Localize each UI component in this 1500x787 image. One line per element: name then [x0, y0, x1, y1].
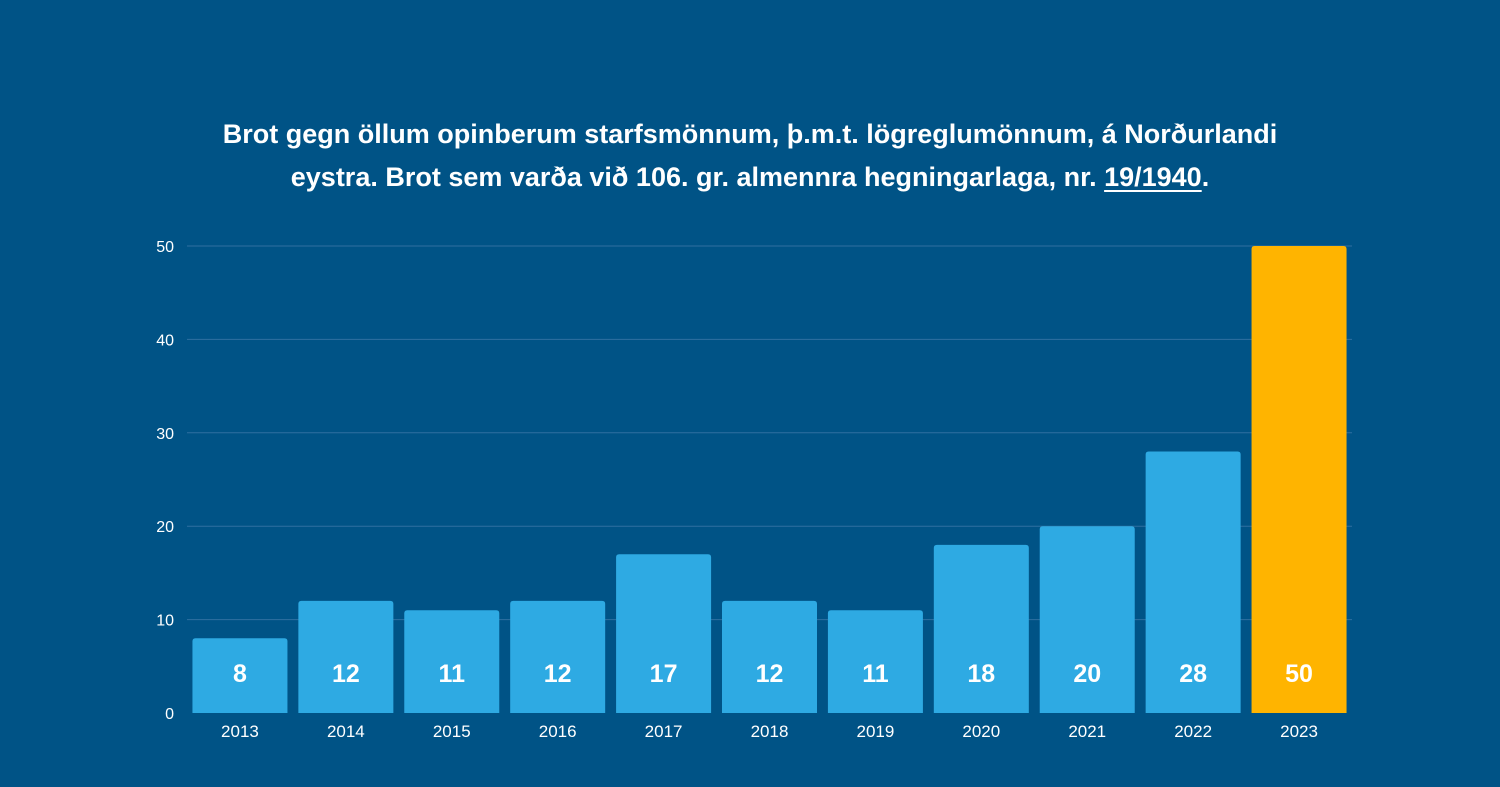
chart-title-line-2: eystra. Brot sem varða við 106. gr. alme… [290, 162, 1105, 192]
bar-2017 [616, 554, 712, 713]
x-tick-label-2019: 2019 [856, 722, 894, 741]
data-label-2018: 12 [756, 660, 784, 688]
x-tick-label-2018: 2018 [751, 722, 789, 741]
x-tick-label-2021: 2021 [1068, 722, 1106, 741]
data-label-2019: 11 [862, 660, 889, 688]
chart-title: Brot gegn öllum opinberum starfsmönnum, … [150, 113, 1350, 199]
x-tick-label-2020: 2020 [962, 722, 1000, 741]
x-tick-label-2013: 2013 [221, 722, 259, 741]
bar-2021 [1039, 526, 1135, 713]
x-tick-label-2014: 2014 [327, 722, 365, 741]
chart-title-line-1: Brot gegn öllum opinberum starfsmönnum, … [222, 119, 1278, 149]
bar-2020 [933, 544, 1029, 713]
bar-2023 [1251, 246, 1347, 713]
x-tick-label-2022: 2022 [1174, 722, 1212, 741]
data-label-2016: 12 [544, 660, 572, 688]
bar-2013 [192, 638, 288, 713]
y-tick-label-0: 0 [165, 706, 174, 723]
bar-2016 [510, 600, 606, 713]
y-tick-label-30: 30 [156, 426, 174, 443]
bar-2022 [1145, 451, 1241, 713]
x-tick-label-2016: 2016 [539, 722, 577, 741]
y-tick-label-20: 20 [156, 519, 174, 536]
data-label-2014: 12 [332, 660, 360, 688]
data-label-2021: 20 [1073, 660, 1101, 688]
data-labels: 8 12 11 12 17 12 11 18 20 28 50 [233, 660, 1313, 688]
y-axis-ticks: 0 10 20 30 40 50 [156, 239, 174, 723]
data-label-2020: 18 [967, 660, 995, 688]
y-tick-label-10: 10 [156, 613, 174, 630]
data-label-2013: 8 [233, 660, 247, 688]
y-tick-label-40: 40 [156, 332, 174, 349]
x-axis-ticks: 2013 2014 2015 2016 2017 2018 2019 2020 2021 2022… [221, 722, 1318, 741]
x-tick-label-2023: 2023 [1280, 722, 1318, 741]
data-label-2017: 17 [650, 660, 678, 688]
chart-title-period: . [1201, 162, 1210, 192]
bar-2015 [404, 610, 500, 713]
bar-2018 [722, 600, 817, 713]
bar-2014 [298, 600, 394, 713]
data-label-2022: 28 [1179, 660, 1207, 688]
x-tick-label-2015: 2015 [433, 722, 471, 741]
law-reference-link[interactable]: 19/1940 [1104, 162, 1202, 192]
data-label-2015: 11 [439, 660, 466, 688]
x-tick-label-2017: 2017 [645, 722, 683, 741]
data-label-2023: 50 [1285, 660, 1313, 688]
y-tick-label-50: 50 [156, 239, 174, 256]
bars [192, 246, 1347, 713]
bar-2019 [827, 610, 923, 713]
